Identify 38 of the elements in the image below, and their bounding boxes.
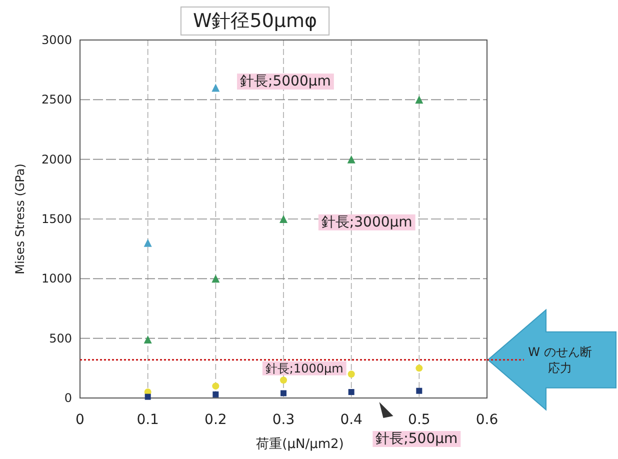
series-label: 針長;1000μm (265, 361, 344, 376)
x-axis-title: 荷重(μN/μm2) (256, 437, 344, 452)
point (212, 391, 219, 398)
point (212, 84, 220, 92)
x-tick-label: 0.1 (136, 412, 159, 428)
chart-title: W針径50μmφ (192, 10, 318, 32)
ref-line-label: W のせん断応力 (528, 344, 592, 375)
text: 針長;500μm (376, 430, 458, 447)
point (347, 155, 356, 164)
y-tick-label: 3000 (41, 33, 72, 47)
y-tick-label: 2500 (41, 92, 72, 107)
y-tick-label: 2000 (41, 152, 72, 166)
point (416, 364, 423, 372)
x-tick-label: 0.4 (340, 412, 363, 428)
point (280, 215, 288, 223)
y-tick-label: 1500 (41, 212, 72, 226)
point (348, 389, 354, 396)
point (416, 388, 422, 394)
text: 針長;3000μm (321, 214, 412, 230)
point (415, 96, 424, 104)
point (144, 394, 151, 400)
x-tick-label: 0.5 (408, 412, 430, 428)
y-axis-title: Mises Stress (GPa) (13, 164, 27, 274)
x-tick-label: 0 (76, 412, 84, 428)
point (212, 382, 220, 390)
point (348, 370, 355, 378)
y-tick-label: 500 (49, 331, 72, 346)
point (280, 390, 286, 396)
y-tick-label: 0 (64, 391, 72, 405)
point (280, 376, 287, 384)
x-tick-label: 0.3 (272, 412, 295, 428)
x-tick-label: 0.2 (204, 412, 227, 428)
point (212, 274, 220, 283)
point (144, 238, 152, 247)
x-tick-label: 0.6 (476, 412, 498, 428)
series-label: 針長;5000μm (240, 74, 331, 90)
y-tick-label: 1000 (41, 272, 72, 286)
point (144, 336, 152, 344)
